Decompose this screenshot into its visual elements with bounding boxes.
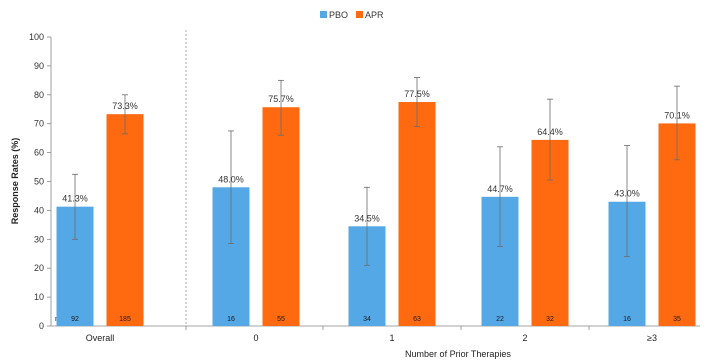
value-label-apr: 70.1% (664, 110, 690, 120)
bars (56, 102, 696, 327)
n-value-apr: 32 (546, 316, 554, 323)
y-tick-label: 30 (34, 234, 44, 244)
legend-label-pbo: PBO (329, 10, 348, 20)
value-label-apr: 75.7% (268, 94, 294, 104)
value-label-apr: 64.4% (537, 127, 563, 137)
legend-swatch-apr (356, 11, 363, 18)
y-tick-label: 100 (29, 32, 44, 42)
error-bars (72, 77, 680, 266)
n-labels: 92 16 34 22 16 185 55 63 32 35 (71, 316, 681, 323)
y-tick-label: 50 (34, 177, 44, 187)
n-value-apr: 63 (413, 316, 421, 323)
legend: PBO APR (320, 10, 384, 20)
y-tick-label: 80 (34, 90, 44, 100)
n-value-apr: 185 (119, 316, 131, 323)
bar-apr (398, 102, 436, 327)
n-value-pbo: 34 (363, 316, 371, 323)
n-value-pbo: 16 (227, 316, 235, 323)
value-label-pbo: 43.0% (614, 189, 640, 199)
n-value-pbo: 22 (496, 316, 504, 323)
value-label-pbo: 34.5% (354, 213, 380, 223)
value-label-apr: 73.3% (112, 101, 138, 111)
n-value-pbo: 16 (623, 316, 631, 323)
x-tick-label: 1 (389, 333, 394, 343)
y-ticks: 0 10 20 30 40 50 60 70 80 90 100 (29, 32, 51, 331)
x-tick-label: ≥3 (647, 333, 657, 343)
x-tick-label: 2 (522, 333, 527, 343)
x-axis-label: Number of Prior Therapies (405, 349, 511, 359)
value-label-pbo: 41.3% (62, 194, 88, 204)
y-tick-label: 20 (34, 263, 44, 273)
legend-label-apr: APR (365, 10, 384, 20)
x-tick-label: Overall (86, 333, 115, 343)
legend-swatch-pbo (320, 11, 327, 18)
n-value-pbo: 92 (71, 316, 79, 323)
y-tick-label: 90 (34, 61, 44, 71)
y-tick-label: 0 (39, 321, 44, 331)
bar-apr (262, 107, 300, 327)
y-tick-label: 40 (34, 205, 44, 215)
x-tick-label: 0 (253, 333, 258, 343)
y-axis-label: Response Rates (%) (10, 138, 20, 225)
value-labels: 41.3% 48.0% 34.5% 44.7% 43.0% 73.3% 75.7% 77.5%… (62, 89, 690, 223)
x-ticks: Overall 0 1 2 ≥3 (86, 326, 657, 343)
y-tick-label: 70 (34, 119, 44, 129)
bar-apr (106, 114, 144, 327)
n-value-apr: 55 (277, 316, 285, 323)
value-label-pbo: 44.7% (487, 184, 513, 194)
y-tick-label: 10 (34, 292, 44, 302)
value-label-pbo: 48.0% (218, 174, 244, 184)
value-label-apr: 77.5% (404, 89, 430, 99)
y-tick-label: 60 (34, 148, 44, 158)
n-value-apr: 35 (673, 316, 681, 323)
